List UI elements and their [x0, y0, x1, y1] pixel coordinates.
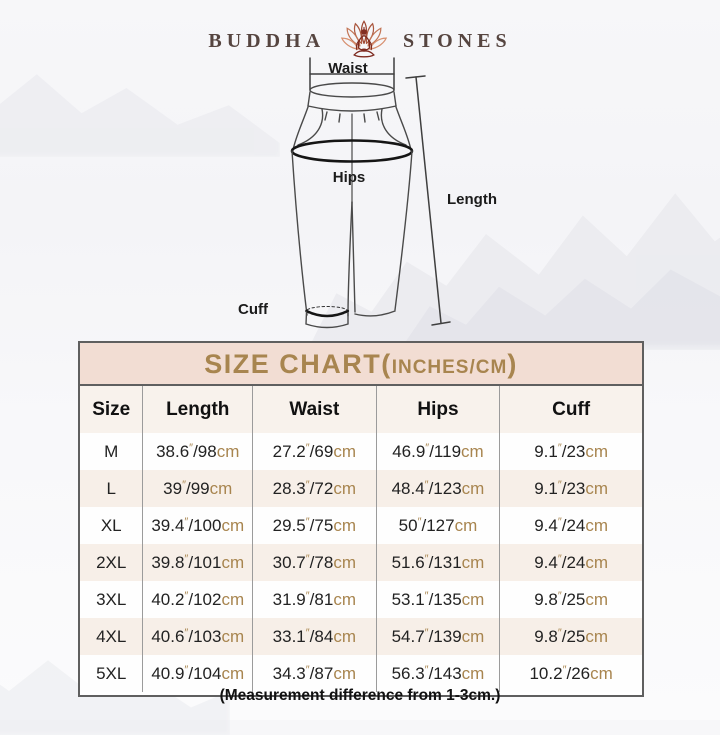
column-header-cuff: Cuff	[499, 386, 642, 433]
size-cell: 5XL	[80, 655, 143, 692]
size-row-xl: XL 39.4″/100cm 29.5″/75cm 50″/127cm 9.4″/24c…	[80, 507, 642, 544]
hips-value-cell: 48.4″/123cm	[375, 470, 500, 507]
cuff-value-cell: 9.1″/23cm	[499, 433, 642, 470]
waist-value-cell: 31.9″/81cm	[252, 581, 377, 618]
column-header-row: Size Length Waist Hips Cuff	[80, 386, 642, 433]
length-measure-line	[405, 75, 451, 326]
column-header-size: Size	[80, 386, 143, 433]
size-table-body: M 38.6″/98cm 27.2″/69cm 46.9″/119cm 9.1″/23c…	[80, 433, 642, 692]
waist-value-cell: 33.1″/84cm	[252, 618, 377, 655]
cuff-value-cell: 10.2″/26cm	[499, 655, 642, 692]
cuff-measure-line	[305, 306, 350, 329]
pants-diagram	[222, 52, 512, 342]
size-chart-title: SIZE CHART(INCHES/CM)	[80, 343, 642, 386]
size-row-l: L 39″/99cm 28.3″/72cm 48.4″/123cm 9.1″/23cm	[80, 470, 642, 507]
hips-value-cell: 56.3″/143cm	[375, 655, 500, 692]
waist-measure-line	[309, 57, 395, 91]
size-chart-title-close: )	[507, 349, 518, 379]
size-cell: L	[80, 470, 143, 507]
brand-header: BUDDHA STONES	[0, 18, 720, 64]
brand-word-right: STONES	[403, 29, 512, 52]
column-header-length: Length	[142, 386, 253, 433]
size-cell: 2XL	[80, 544, 143, 581]
waist-value-cell: 30.7″/78cm	[252, 544, 377, 581]
size-cell: XL	[80, 507, 143, 544]
brand-word-left: BUDDHA	[208, 29, 326, 52]
length-value-cell: 39.4″/100cm	[142, 507, 253, 544]
measurement-note: (Measurement difference from 1-3cm.)	[219, 687, 501, 704]
cuff-label: Cuff	[238, 301, 268, 318]
length-label: Length	[447, 191, 497, 208]
size-cell: 4XL	[80, 618, 143, 655]
size-chart-title-main: SIZE CHART(	[204, 349, 392, 379]
size-cell: 3XL	[80, 581, 143, 618]
hips-value-cell: 53.1″/135cm	[375, 581, 500, 618]
length-value-cell: 40.2″/102cm	[142, 581, 253, 618]
length-value-cell: 38.6″/98cm	[142, 433, 253, 470]
waist-value-cell: 27.2″/69cm	[252, 433, 377, 470]
cuff-value-cell: 9.4″/24cm	[499, 544, 642, 581]
size-row-4xl: 4XL 40.6″/103cm 33.1″/84cm 54.7″/139cm 9.8″/…	[80, 618, 642, 655]
length-value-cell: 39″/99cm	[142, 470, 253, 507]
cuff-value-cell: 9.8″/25cm	[499, 618, 642, 655]
size-cell: M	[80, 433, 143, 470]
column-header-hips: Hips	[375, 386, 500, 433]
lotus-meditation-icon	[340, 20, 388, 58]
pants-body	[292, 106, 412, 203]
size-row-m: M 38.6″/98cm 27.2″/69cm 46.9″/119cm 9.1″/23c…	[80, 433, 642, 470]
hips-value-cell: 50″/127cm	[375, 507, 500, 544]
size-chart: SIZE CHART(INCHES/CM) Size Length Waist Hip…	[78, 341, 644, 697]
cuff-value-cell: 9.8″/25cm	[499, 581, 642, 618]
length-value-cell: 39.8″/101cm	[142, 544, 253, 581]
hips-value-cell: 51.6″/131cm	[375, 544, 500, 581]
waist-label: Waist	[328, 60, 368, 77]
size-chart-title-unit: INCHES/CM	[391, 357, 508, 378]
pants-legs	[291, 150, 413, 317]
length-value-cell: 40.6″/103cm	[142, 618, 253, 655]
length-value-cell: 40.9″/104cm	[142, 655, 253, 692]
waist-value-cell: 34.3″/87cm	[252, 655, 377, 692]
hips-label: Hips	[332, 169, 366, 186]
hips-value-cell: 46.9″/119cm	[375, 433, 500, 470]
cuff-value-cell: 9.4″/24cm	[499, 507, 642, 544]
size-row-3xl: 3XL 40.2″/102cm 31.9″/81cm 53.1″/135cm 9.8″/…	[80, 581, 642, 618]
pants-waistband	[307, 82, 397, 112]
size-row-5xl: 5XL 40.9″/104cm 34.3″/87cm 56.3″/143cm 10.2″…	[80, 655, 642, 692]
column-header-waist: Waist	[252, 386, 377, 433]
cuff-value-cell: 9.1″/23cm	[499, 470, 642, 507]
size-row-2xl: 2XL 39.8″/101cm 30.7″/78cm 51.6″/131cm 9.4″/…	[80, 544, 642, 581]
size-table: Size Length Waist Hips Cuff M 38.6″/98cm 27.2″…	[80, 386, 642, 692]
hips-value-cell: 54.7″/139cm	[375, 618, 500, 655]
waist-value-cell: 29.5″/75cm	[252, 507, 377, 544]
waist-value-cell: 28.3″/72cm	[252, 470, 377, 507]
